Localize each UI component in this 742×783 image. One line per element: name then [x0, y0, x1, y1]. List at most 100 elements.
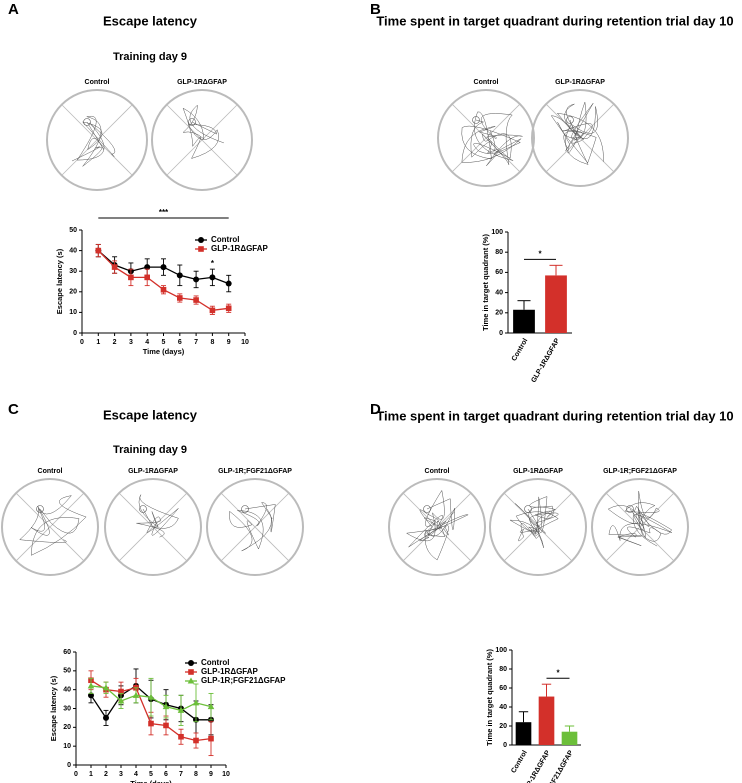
x-tick-label: 0 [74, 771, 78, 778]
y-tick-label: 0 [73, 330, 77, 337]
platform [36, 505, 44, 513]
legend-marker [198, 237, 204, 243]
x-tick-label: 3 [129, 339, 133, 346]
legend-marker [187, 677, 195, 684]
data-point [118, 688, 124, 695]
swim-path [19, 495, 87, 556]
x-tick-label: 6 [178, 339, 182, 346]
pool [591, 478, 689, 576]
x-axis-label: Time (days) [130, 779, 172, 783]
swim-path [136, 494, 179, 538]
y-tick-label: 60 [63, 649, 71, 656]
y-tick-label: 40 [495, 289, 503, 296]
significance: * [538, 249, 542, 258]
pool [151, 89, 253, 191]
y-tick-label: 30 [63, 705, 71, 712]
x-tick-label: 4 [145, 339, 149, 346]
track-label: Control [425, 468, 450, 475]
quadrant-line [166, 104, 238, 176]
legend-label: Control [201, 658, 229, 667]
swim-path [461, 111, 523, 167]
bar [561, 731, 578, 745]
error-bar [549, 264, 563, 276]
swim-path [229, 502, 276, 552]
x-tick-label: 5 [162, 339, 166, 346]
y-tick-label: 80 [499, 666, 507, 673]
quadrant-line [220, 492, 290, 562]
x-tick-label: 0 [80, 339, 84, 346]
x-tick-label: 10 [222, 771, 230, 778]
y-tick-label: 40 [69, 247, 77, 254]
data-point [160, 264, 167, 271]
track-label: GLP-1RΔGFAP [513, 468, 563, 475]
y-tick-label: 60 [495, 269, 503, 276]
panel-title: Escape latency [103, 13, 198, 28]
data-point [209, 307, 216, 314]
y-tick-label: 10 [63, 743, 71, 750]
x-tick-label: 8 [194, 771, 198, 778]
swim-path [405, 489, 469, 561]
panel-subtitle: Training day 9 [113, 444, 187, 456]
data-point [160, 286, 167, 293]
data-point [102, 684, 110, 691]
x-tick-label: Control [511, 337, 530, 362]
platform [188, 118, 196, 126]
error-bar [541, 683, 552, 697]
x-tick-label: 1 [96, 339, 100, 346]
pool [388, 478, 486, 576]
y-tick-label: 40 [499, 704, 507, 711]
x-tick-label: 9 [209, 771, 213, 778]
platform [566, 116, 574, 124]
track-label: Control [38, 468, 63, 475]
y-tick-label: 20 [495, 310, 503, 317]
pool [489, 478, 587, 576]
platform [241, 505, 249, 513]
track-label: GLP-1R;FGF21ΔGFAP [603, 468, 677, 475]
data-point [117, 697, 125, 704]
x-tick-label: 1 [89, 771, 93, 778]
swim-path [607, 490, 672, 547]
y-tick-label: 30 [69, 268, 77, 275]
quadrant-line [61, 104, 133, 176]
legend-label: GLP-1RΔGFAP [211, 244, 269, 253]
bar [513, 309, 535, 333]
panel-label: D [370, 401, 381, 418]
x-tick-label: 9 [227, 339, 231, 346]
pool [437, 89, 535, 187]
platform [139, 505, 147, 513]
quadrant-line [15, 492, 85, 562]
y-tick-label: 50 [69, 227, 77, 234]
bar [538, 696, 555, 745]
track-label: Control [474, 79, 499, 86]
data-point [147, 693, 155, 700]
legend-marker [188, 660, 194, 666]
y-axis-label: Escape latency (s) [55, 248, 64, 314]
panel-label: B [370, 1, 381, 18]
pool [206, 478, 304, 576]
track-label: GLP-1RΔGFAP [555, 79, 605, 86]
data-point [209, 274, 216, 281]
y-tick-label: 40 [63, 687, 71, 694]
y-tick-label: 0 [499, 330, 503, 337]
panel-title: Time spent in target quadrant during ret… [376, 13, 733, 28]
legend-label: GLP-1RΔGFAP [201, 667, 259, 676]
x-axis-label: Time (days) [143, 347, 185, 356]
data-point [163, 722, 169, 729]
x-tick-label: GLP-1RΔGFAP [530, 337, 561, 384]
x-tick-label: 2 [113, 339, 117, 346]
significance: * [211, 259, 215, 268]
data-point [193, 276, 200, 283]
data-point [144, 274, 150, 281]
panel-label: A [8, 1, 19, 18]
bar [515, 722, 532, 745]
y-tick-label: 80 [495, 249, 503, 256]
pool [1, 478, 99, 576]
data-point [111, 264, 118, 270]
data-point [207, 703, 215, 710]
x-tick-label: Control [510, 749, 529, 774]
error-bar [518, 711, 529, 723]
y-tick-label: 20 [63, 724, 71, 731]
track-label: GLP-1R;FGF21ΔGFAP [218, 468, 292, 475]
error-bar [564, 725, 575, 732]
